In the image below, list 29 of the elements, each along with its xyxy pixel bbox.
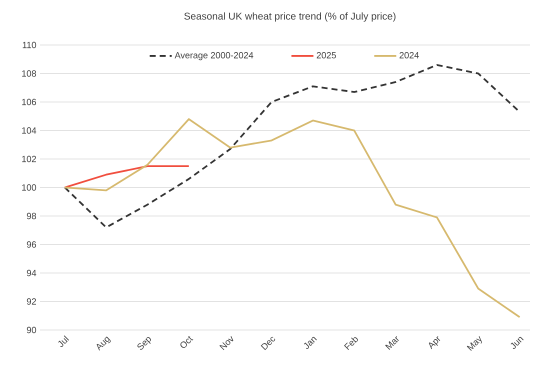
- legend-label: 2024: [400, 52, 419, 58]
- x-tick-label: Dec: [260, 336, 276, 350]
- y-tick-label: 106: [22, 98, 36, 106]
- y-tick-label: 98: [26, 212, 36, 220]
- y-tick-label: 94: [26, 270, 36, 276]
- legend-label: 2025: [316, 52, 336, 58]
- legend-label: Average 2000-2024: [174, 52, 254, 60]
- y-tick-label: 108: [22, 70, 36, 77]
- line-series: [64, 118, 521, 318]
- y-tick-label: 96: [26, 241, 36, 248]
- x-tick-label: Aug: [96, 336, 111, 351]
- x-tick-label: Jun: [510, 336, 524, 349]
- x-tick-label: Apr: [428, 336, 440, 350]
- x-tick-label: Mar: [385, 336, 399, 350]
- x-tick-label: May: [466, 336, 482, 351]
- x-tick-label: Jan: [304, 336, 317, 349]
- x-tick-label: Feb: [344, 337, 358, 350]
- y-tick-label: 104: [22, 127, 36, 134]
- y-tick-label: 102: [22, 156, 36, 162]
- y-tick-label: 100: [22, 184, 36, 191]
- line-series: [64, 64, 521, 228]
- x-tick-label: Oct: [180, 336, 194, 348]
- y-tick-label: 90: [26, 326, 36, 334]
- y-tick-label: 110: [22, 42, 36, 48]
- chart-title: Seasonal UK wheat price trend (% of July price): [184, 12, 396, 22]
- x-tick-label: Sep: [137, 336, 152, 350]
- x-tick-label: Nov: [219, 336, 234, 350]
- y-tick-label: 92: [26, 298, 36, 305]
- x-tick-label: Jul: [58, 335, 69, 347]
